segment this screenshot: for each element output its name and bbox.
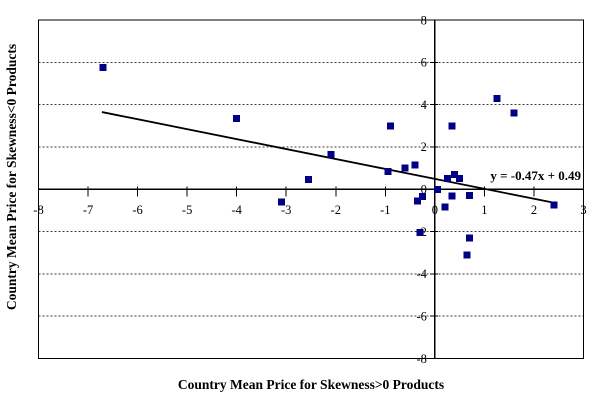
x-tick-label: -6	[132, 203, 142, 217]
data-point	[466, 234, 474, 242]
x-tick-label: -3	[281, 203, 291, 217]
axes	[38, 20, 584, 359]
gridlines	[38, 61, 584, 317]
data-point	[233, 114, 241, 122]
data-point	[433, 185, 441, 193]
data-point	[386, 122, 394, 130]
x-tick-labels: -8 -7 -6 -5 -4 -3 -2 -1 0 1 2 3	[33, 203, 586, 217]
data-point	[327, 150, 335, 158]
data-point	[99, 64, 107, 72]
y-tick-label: 8	[421, 13, 427, 27]
data-point	[448, 122, 456, 130]
data-point	[416, 229, 424, 237]
x-tick-label: 2	[531, 203, 537, 217]
data-point	[441, 203, 449, 211]
data-point	[418, 193, 426, 201]
y-tick-label: 0	[421, 183, 427, 197]
x-tick-label: -8	[33, 203, 43, 217]
y-tick-label: 4	[421, 98, 428, 112]
data-point	[411, 161, 419, 169]
x-tick-label: 0	[432, 203, 438, 217]
data-points	[99, 64, 558, 259]
x-tick-label: -5	[182, 203, 192, 217]
data-point	[277, 198, 285, 206]
y-tick-label: -8	[416, 352, 426, 366]
x-axis-title: Country Mean Price for Skewness>0 Produc…	[177, 377, 445, 392]
y-tick-label: -6	[416, 309, 426, 323]
data-point	[384, 167, 392, 175]
x-tick-label: -1	[380, 203, 390, 217]
x-tick-label: 3	[580, 203, 586, 217]
x-tick-label: -4	[231, 203, 242, 217]
x-tick-label: 1	[481, 203, 487, 217]
y-tick-label: 2	[421, 140, 427, 154]
trendline-equation-label: y = -0.47x + 0.49	[490, 168, 581, 183]
data-point	[401, 164, 409, 172]
y-axis-title: Country Mean Price for Skewness<0 Produc…	[4, 43, 19, 311]
data-point	[550, 201, 558, 209]
data-point	[510, 109, 518, 117]
data-point	[448, 192, 456, 200]
x-tick-label: -2	[331, 203, 341, 217]
x-tick-label: -7	[83, 203, 93, 217]
y-tick-label: 6	[421, 56, 427, 70]
data-point	[493, 94, 501, 102]
data-point	[456, 175, 464, 183]
data-point	[451, 170, 459, 178]
data-point	[443, 175, 451, 183]
data-point	[463, 251, 471, 259]
data-point	[466, 191, 474, 199]
y-tick-label: -4	[416, 267, 427, 281]
data-point	[305, 176, 313, 184]
data-point	[414, 197, 422, 205]
